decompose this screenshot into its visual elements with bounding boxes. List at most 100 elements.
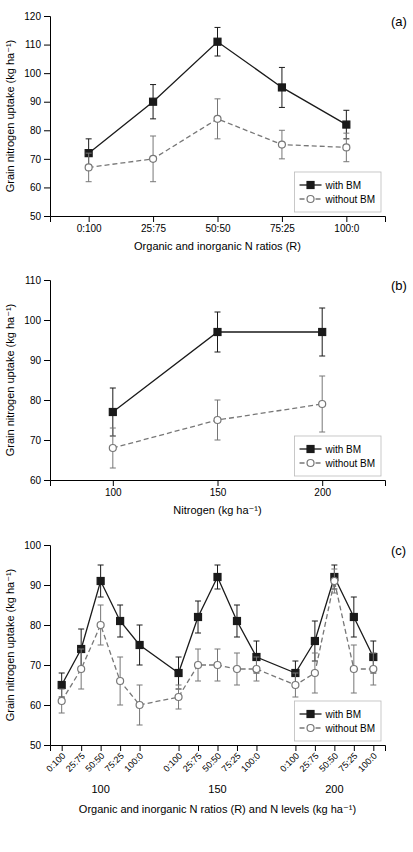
y-tick: 100 bbox=[24, 540, 50, 551]
marker-group bbox=[78, 666, 85, 673]
x-tick-mark bbox=[218, 745, 219, 751]
marker bbox=[292, 682, 299, 689]
group-label: 200 bbox=[325, 783, 343, 795]
marker-group bbox=[214, 574, 221, 581]
x-tick-mark bbox=[334, 745, 335, 751]
y-tick-mark bbox=[44, 585, 50, 586]
y-tick-mark bbox=[44, 320, 50, 321]
x-tick: 25:75 bbox=[141, 216, 166, 234]
legend-label: without BM bbox=[325, 723, 375, 734]
series bbox=[109, 376, 325, 468]
legend-item: without BM bbox=[300, 194, 375, 205]
legend-marker bbox=[307, 446, 314, 453]
y-axis-title: Grain nitrogen uptake (kg ha⁻¹) bbox=[4, 569, 16, 722]
x-axis: 0:10025:7550:5075:25100:00:10025:7550:50… bbox=[44, 745, 385, 774]
error-bar bbox=[59, 689, 65, 713]
marker-group bbox=[214, 329, 221, 336]
legend-label: with BM bbox=[325, 180, 362, 191]
legend-swatch bbox=[307, 196, 314, 203]
x-axis: 0:10025:7550:5075:25100:0 bbox=[51, 216, 386, 234]
x-tick: 150 bbox=[210, 480, 227, 498]
y-tick: 100 bbox=[24, 68, 50, 79]
x-tick: 0:100 bbox=[278, 745, 301, 774]
x-tick-label: 100:0 bbox=[356, 751, 379, 774]
error-bar bbox=[215, 99, 221, 139]
x-axis-title: Nitrogen (kg ha⁻¹) bbox=[173, 504, 261, 516]
x-tick-label: 100:0 bbox=[239, 751, 262, 774]
y-tick-mark bbox=[44, 480, 50, 481]
marker-group bbox=[58, 698, 65, 705]
marker bbox=[233, 666, 240, 673]
y-tick: 70 bbox=[30, 154, 50, 165]
marker bbox=[343, 144, 350, 151]
panel: 60708090100110100150200Nitrogen (kg ha⁻¹… bbox=[4, 275, 407, 516]
legend-swatch bbox=[307, 460, 314, 467]
series-line bbox=[89, 42, 347, 153]
error-bar bbox=[351, 645, 357, 693]
y-tick-mark bbox=[44, 705, 50, 706]
marker-group bbox=[343, 121, 350, 128]
y-tick-label: 50 bbox=[30, 211, 42, 222]
marker bbox=[136, 642, 143, 649]
panel-title: (c) bbox=[391, 543, 406, 558]
marker bbox=[311, 670, 318, 677]
x-tick-mark bbox=[315, 745, 316, 751]
marker bbox=[97, 622, 104, 629]
y-tick-mark bbox=[44, 73, 50, 74]
error-bar bbox=[253, 657, 259, 681]
y-tick: 100 bbox=[24, 315, 50, 326]
error-bar bbox=[137, 685, 143, 725]
y-tick-mark bbox=[44, 440, 50, 441]
marker-group bbox=[136, 642, 143, 649]
legend-marker bbox=[307, 182, 314, 189]
error-bar bbox=[150, 136, 156, 182]
y-tick: 90 bbox=[30, 96, 50, 107]
legend-label: without BM bbox=[325, 458, 375, 469]
x-tick: 100:0 bbox=[239, 745, 262, 774]
marker-group bbox=[117, 678, 124, 685]
y-tick: 110 bbox=[25, 275, 50, 286]
marker-group bbox=[97, 622, 104, 629]
legend-item: without BM bbox=[300, 723, 375, 734]
x-tick-label: 100 bbox=[105, 487, 122, 498]
marker bbox=[370, 666, 377, 673]
y-tick: 70 bbox=[30, 660, 50, 671]
error-bar bbox=[117, 605, 123, 637]
marker-group bbox=[150, 155, 157, 162]
x-tick-label: 100:0 bbox=[334, 223, 359, 234]
marker-group bbox=[278, 141, 285, 148]
y-tick-label: 60 bbox=[30, 182, 42, 193]
y-tick-label: 60 bbox=[30, 700, 42, 711]
error-bar bbox=[86, 153, 92, 182]
marker bbox=[85, 164, 92, 171]
marker bbox=[214, 574, 221, 581]
marker bbox=[331, 578, 338, 585]
marker-group bbox=[350, 666, 357, 673]
marker bbox=[195, 614, 202, 621]
x-tick-mark bbox=[89, 216, 90, 222]
x-axis-title: Organic and inorganic N ratios (R) and N… bbox=[79, 803, 356, 815]
panel-title: (b) bbox=[391, 278, 407, 293]
legend-label: with BM bbox=[325, 444, 362, 455]
error-bar bbox=[319, 376, 325, 432]
legend-marker bbox=[307, 460, 314, 467]
x-tick: 75:25 bbox=[220, 745, 243, 774]
marker bbox=[319, 401, 326, 408]
marker bbox=[214, 329, 221, 336]
x-tick: 100 bbox=[105, 480, 122, 498]
marker bbox=[109, 409, 116, 416]
series bbox=[58, 565, 377, 697]
y-tick-label: 100 bbox=[24, 540, 41, 551]
legend-item: without BM bbox=[300, 458, 375, 469]
marker-group bbox=[175, 670, 182, 677]
error-bar bbox=[331, 569, 337, 593]
x-tick-mark bbox=[179, 745, 180, 751]
y-tick-label: 100 bbox=[24, 68, 41, 79]
legend-frame bbox=[295, 172, 381, 212]
x-tick: 75:25 bbox=[337, 745, 360, 774]
marker bbox=[150, 155, 157, 162]
y-tick: 80 bbox=[30, 125, 50, 136]
y-tick-label: 100 bbox=[24, 315, 41, 326]
marker bbox=[311, 638, 318, 645]
legend-swatch bbox=[307, 725, 314, 732]
